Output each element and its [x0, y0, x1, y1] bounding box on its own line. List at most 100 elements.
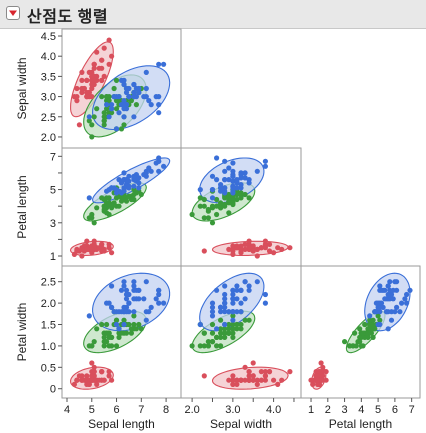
- data-point: [106, 61, 112, 67]
- x-tick-label: 5: [375, 404, 381, 416]
- data-point: [136, 296, 142, 302]
- data-point: [258, 369, 264, 375]
- data-point: [104, 102, 110, 108]
- data-point: [226, 210, 232, 216]
- data-point: [234, 185, 240, 191]
- data-point: [242, 170, 248, 176]
- data-point: [113, 343, 120, 349]
- data-point: [99, 57, 105, 63]
- data-point: [106, 369, 112, 375]
- data-point: [275, 245, 281, 251]
- scatter-panel: [308, 272, 413, 390]
- data-point: [121, 317, 127, 323]
- data-point: [262, 373, 268, 379]
- data-point: [189, 211, 195, 218]
- y-tick-label: 1: [50, 251, 56, 263]
- data-point: [101, 110, 107, 116]
- data-point: [131, 287, 137, 293]
- y-tick-label: 4.0: [41, 51, 56, 63]
- data-point: [136, 180, 142, 186]
- data-point: [234, 283, 240, 289]
- data-point: [141, 296, 147, 302]
- data-point: [94, 205, 100, 211]
- data-point: [262, 369, 268, 375]
- data-point: [402, 296, 408, 302]
- data-point: [197, 195, 203, 201]
- data-point: [113, 98, 120, 104]
- data-point: [133, 102, 139, 108]
- data-point: [246, 369, 252, 375]
- data-point: [234, 191, 240, 198]
- data-point: [214, 343, 220, 349]
- data-point: [370, 321, 376, 328]
- data-point: [271, 250, 277, 256]
- data-point: [230, 317, 236, 323]
- data-point: [392, 309, 398, 315]
- data-point: [234, 321, 240, 328]
- data-point: [89, 377, 95, 383]
- data-point: [121, 279, 127, 285]
- data-point: [109, 53, 115, 59]
- data-point: [201, 203, 207, 209]
- data-point: [377, 317, 383, 323]
- y-tick-label: 2.5: [41, 112, 56, 124]
- data-point: [318, 360, 324, 366]
- data-point: [116, 110, 122, 116]
- data-point: [161, 61, 167, 67]
- y-tick-label: 1.5: [41, 320, 56, 332]
- data-point: [104, 300, 110, 306]
- red-triangle-menu-button[interactable]: [6, 6, 20, 20]
- data-point: [222, 300, 228, 306]
- data-point: [189, 343, 195, 349]
- data-point: [96, 245, 102, 251]
- data-point: [113, 126, 120, 132]
- data-point: [205, 208, 211, 214]
- report-title: 산점도 행렬: [27, 9, 109, 26]
- data-point: [156, 300, 162, 306]
- data-point: [254, 168, 260, 174]
- data-point: [218, 205, 224, 211]
- data-point: [128, 196, 134, 203]
- data-point: [89, 246, 95, 252]
- data-point: [242, 246, 248, 252]
- data-point: [201, 215, 207, 221]
- y-tick-label: 3.0: [41, 92, 56, 104]
- data-point: [116, 334, 122, 340]
- data-point: [246, 195, 252, 201]
- data-point: [254, 381, 260, 387]
- data-point: [101, 122, 107, 128]
- data-point: [86, 118, 92, 124]
- data-point: [242, 175, 248, 181]
- y-tick-label: 2.0: [41, 298, 56, 310]
- y-tick-label: 3.5: [41, 71, 56, 83]
- data-point: [101, 208, 107, 214]
- x-tick-label: 2: [325, 404, 331, 416]
- data-point: [126, 321, 132, 328]
- data-point: [266, 369, 273, 375]
- data-point: [230, 291, 236, 298]
- data-point: [315, 377, 321, 383]
- data-point: [86, 381, 92, 387]
- data-point: [131, 175, 137, 181]
- data-point: [101, 114, 107, 120]
- data-point: [230, 381, 236, 387]
- data-point: [106, 373, 112, 379]
- scatter-panel: [189, 272, 293, 390]
- data-point: [121, 187, 127, 193]
- data-point: [271, 377, 277, 383]
- data-point: [156, 287, 162, 293]
- data-point: [375, 313, 381, 319]
- data-point: [218, 326, 224, 332]
- x-tick-label: 4: [358, 404, 364, 416]
- data-point: [388, 317, 395, 323]
- data-point: [161, 163, 167, 169]
- data-point: [123, 291, 130, 298]
- data-point: [106, 241, 112, 247]
- data-point: [113, 106, 120, 112]
- data-point: [101, 118, 107, 124]
- data-point: [226, 326, 232, 332]
- data-point: [222, 334, 228, 340]
- data-point: [131, 89, 137, 96]
- data-point: [143, 279, 149, 285]
